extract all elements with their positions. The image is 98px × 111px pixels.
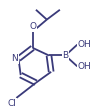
Text: O: O xyxy=(29,22,36,31)
Text: OH: OH xyxy=(78,40,92,49)
Text: Cl: Cl xyxy=(7,98,16,108)
Text: OH: OH xyxy=(78,62,92,71)
Text: N: N xyxy=(11,54,18,63)
Text: B: B xyxy=(62,51,68,60)
